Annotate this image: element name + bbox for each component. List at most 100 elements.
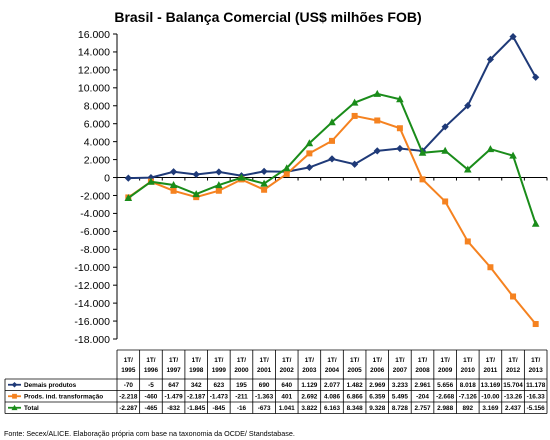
data-label: -1.845 (187, 405, 206, 412)
y-tick-label: 4.000 (84, 136, 110, 148)
legend-key-marker (11, 404, 18, 411)
y-tick-label: -4.000 (80, 208, 110, 220)
x-tick-label-top: 1T/ (146, 357, 155, 364)
data-point (282, 164, 291, 172)
legend-label: Prods. ind. transformação (24, 394, 103, 401)
y-tick-label: -2.000 (80, 190, 110, 202)
data-label: -673 (258, 405, 271, 412)
x-tick-label-top: 1T/ (418, 357, 427, 364)
data-label: 401 (281, 394, 292, 401)
data-point (283, 170, 290, 177)
data-point (147, 177, 155, 185)
data-label: 195 (236, 382, 247, 389)
data-point (532, 73, 540, 81)
data-label: 640 (281, 382, 292, 389)
data-label: -832 (167, 405, 180, 412)
data-label: -2.187 (187, 394, 206, 401)
data-point (464, 238, 471, 245)
data-point (486, 145, 495, 153)
legend-label: Total (24, 405, 39, 412)
data-label: 3.169 (482, 405, 498, 412)
data-point (396, 95, 404, 103)
x-tick-label-top: 1T/ (395, 357, 404, 364)
data-label: -10.00 (481, 394, 500, 401)
data-point (124, 174, 132, 182)
y-tick-label: -18.000 (74, 334, 110, 346)
y-tick-label: 12.000 (78, 65, 110, 77)
data-label: 623 (214, 382, 225, 389)
y-axis: 16.000 14.000 12.000 10.000 8.000 6.000 4.000 2… (74, 29, 118, 346)
data-label: 9.328 (369, 405, 385, 412)
x-tick-label-year: 2010 (461, 367, 476, 374)
y-tick-label: -14.000 (74, 298, 110, 310)
data-label: -2.218 (119, 394, 138, 401)
x-tick-label-top: 1T/ (327, 357, 336, 364)
x-tick-label-top: 1T/ (259, 357, 268, 364)
y-tick-label: 2.000 (84, 154, 110, 166)
data-point (510, 293, 517, 300)
data-point (192, 170, 200, 179)
data-label: 11.178 (526, 382, 546, 389)
data-point (486, 55, 495, 63)
data-point (351, 112, 358, 119)
x-tick-label-top: 1T/ (441, 357, 450, 364)
y-tick-label: -12.000 (74, 280, 110, 292)
x-tick-label-year: 2003 (302, 367, 317, 374)
data-point (396, 125, 403, 132)
x-tick-label-year: 2002 (280, 367, 295, 374)
data-point (463, 165, 472, 173)
y-tick-label: -10.000 (74, 262, 110, 274)
data-label: -211 (235, 394, 248, 401)
x-tick-label-year: 2001 (257, 367, 272, 374)
data-label: 3.233 (392, 382, 408, 389)
x-tick-label-year: 2004 (325, 367, 340, 374)
data-point (260, 179, 268, 187)
data-point (261, 186, 268, 193)
data-label: 1.129 (301, 382, 317, 389)
data-label: -1.473 (210, 394, 229, 401)
data-point (193, 194, 200, 201)
data-label: -70 (124, 382, 134, 389)
data-point (124, 194, 133, 202)
series-0 (124, 33, 540, 182)
data-label: 647 (168, 382, 179, 389)
y-tick-label: -6.000 (80, 226, 110, 238)
data-label: 6.163 (324, 405, 340, 412)
x-tick-label-year: 1998 (189, 367, 204, 374)
data-table: 1T/1995 1T/1996 1T/1997 1T/1998 1T/1999 1T/20… (4, 349, 548, 414)
data-point (305, 163, 313, 172)
data-point (215, 168, 223, 176)
y-tick-label: 8.000 (84, 101, 110, 113)
data-label: 2.757 (415, 405, 431, 412)
data-label: 5.495 (392, 394, 408, 401)
data-label: 4.086 (324, 394, 340, 401)
x-tick-label-top: 1T/ (463, 357, 472, 364)
data-point (260, 167, 268, 175)
data-point (509, 33, 517, 41)
data-label: -16.33 (527, 394, 546, 401)
data-point (306, 150, 313, 157)
x-tick-label-top: 1T/ (192, 357, 201, 364)
x-tick-label-top: 1T/ (237, 357, 246, 364)
x-tick-label-top: 1T/ (373, 357, 382, 364)
data-point (169, 180, 178, 188)
y-tick-label: 16.000 (78, 29, 110, 41)
data-point (215, 181, 223, 189)
x-tick-label-top: 1T/ (350, 357, 359, 364)
legend-key-marker (11, 381, 18, 388)
y-tick-label: -16.000 (74, 316, 110, 328)
x-tick-label-year: 1996 (144, 367, 159, 374)
data-label: 892 (462, 405, 473, 412)
data-point (442, 198, 449, 205)
data-point (329, 137, 335, 144)
data-label: -2.287 (119, 405, 138, 412)
x-tick-label-year: 2012 (506, 367, 521, 374)
data-label: 1.041 (279, 405, 295, 412)
data-label: 342 (191, 382, 202, 389)
data-point (419, 176, 426, 183)
data-label: 15.704 (503, 382, 523, 389)
x-tick-label-year: 2005 (348, 367, 363, 374)
data-label: 6.359 (369, 394, 385, 401)
data-point (532, 321, 539, 328)
data-point (441, 146, 449, 154)
